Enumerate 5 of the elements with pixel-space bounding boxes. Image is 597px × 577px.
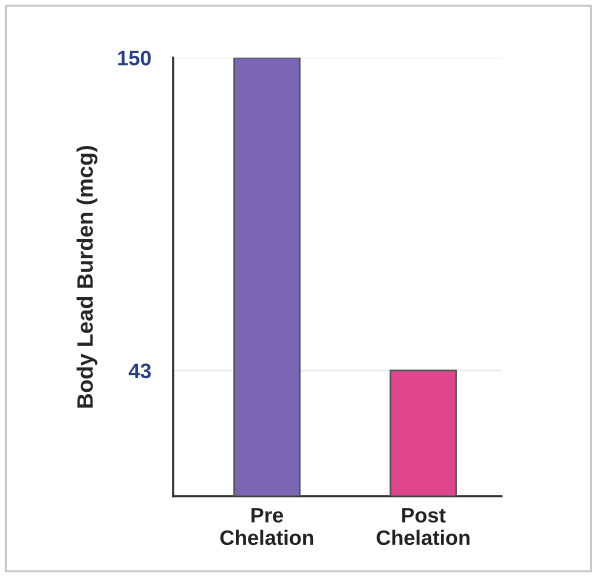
y-tick-label: 43 xyxy=(128,364,151,378)
y-axis-title: Body Lead Burden (mcg) xyxy=(76,146,98,408)
x-tick-label: Pre Chelation xyxy=(220,508,314,546)
y-tick-label: 150 xyxy=(118,50,151,66)
x-tick-label: Post Chelation xyxy=(376,508,470,546)
